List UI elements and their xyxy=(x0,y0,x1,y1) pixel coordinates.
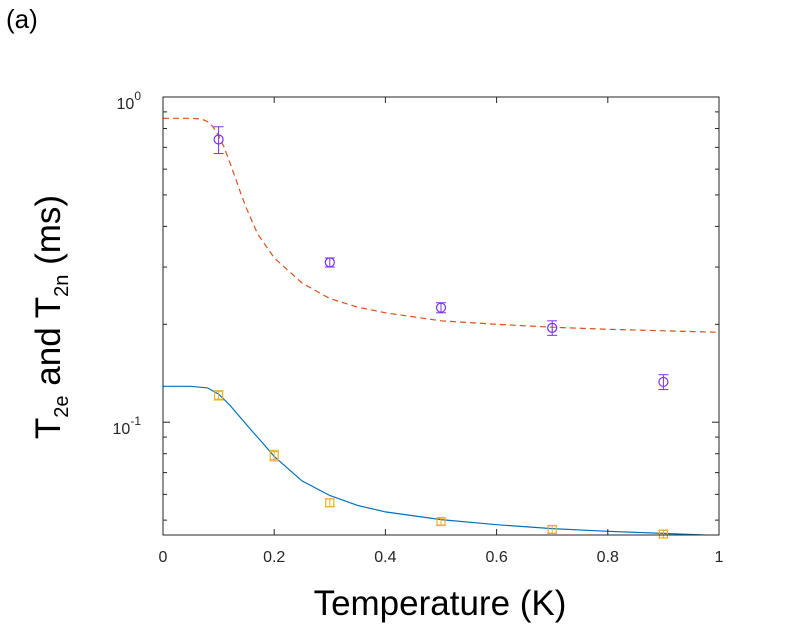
y-axis-title-sub1: 2e xyxy=(51,395,73,417)
y-tick-label-base: 10 xyxy=(113,421,131,438)
data-point-square xyxy=(269,450,279,461)
data-point-circle xyxy=(435,302,447,313)
y-tick-label: 10-1 xyxy=(113,414,142,438)
x-axis-title: Temperature (K) xyxy=(314,584,567,623)
data-point-square xyxy=(214,390,224,400)
data-point-square xyxy=(658,529,669,539)
x-tick-label: 0.4 xyxy=(374,549,396,566)
data-point-square xyxy=(325,498,335,508)
x-tick-label: 0 xyxy=(159,549,168,566)
axes-frame xyxy=(162,96,720,536)
y-axis-title-base: T xyxy=(29,418,68,439)
data-point-circle xyxy=(324,257,335,268)
x-tick-label: 0.2 xyxy=(263,549,285,566)
data-point-circle xyxy=(658,376,669,388)
x-tick-label: 0.6 xyxy=(485,549,507,566)
y-axis-title-unit: (ms) xyxy=(29,195,68,275)
fit-curve-1 xyxy=(163,117,719,333)
x-tick-label: 1 xyxy=(715,549,724,566)
y-axis-title-sub2: 2n xyxy=(51,275,73,297)
data-point-square xyxy=(547,524,557,535)
y-tick-label-base: 10 xyxy=(117,96,135,113)
x-tick-label: 0.8 xyxy=(597,549,619,566)
panel-label: (a) xyxy=(6,4,38,34)
data-point-circle xyxy=(213,134,224,145)
y-tick-label: 100 xyxy=(117,89,142,113)
y-tick-label-exponent: -1 xyxy=(130,414,141,428)
axes xyxy=(162,96,720,536)
y-tick-label-exponent: 0 xyxy=(134,89,141,103)
y-axis-title: T2e and T2n (ms) xyxy=(29,195,73,439)
y-axis-title-mid: and T xyxy=(29,297,68,396)
plot-area xyxy=(163,97,719,539)
data-point-square xyxy=(436,516,446,527)
data-point-circle xyxy=(547,322,558,333)
plot-background xyxy=(163,97,719,535)
